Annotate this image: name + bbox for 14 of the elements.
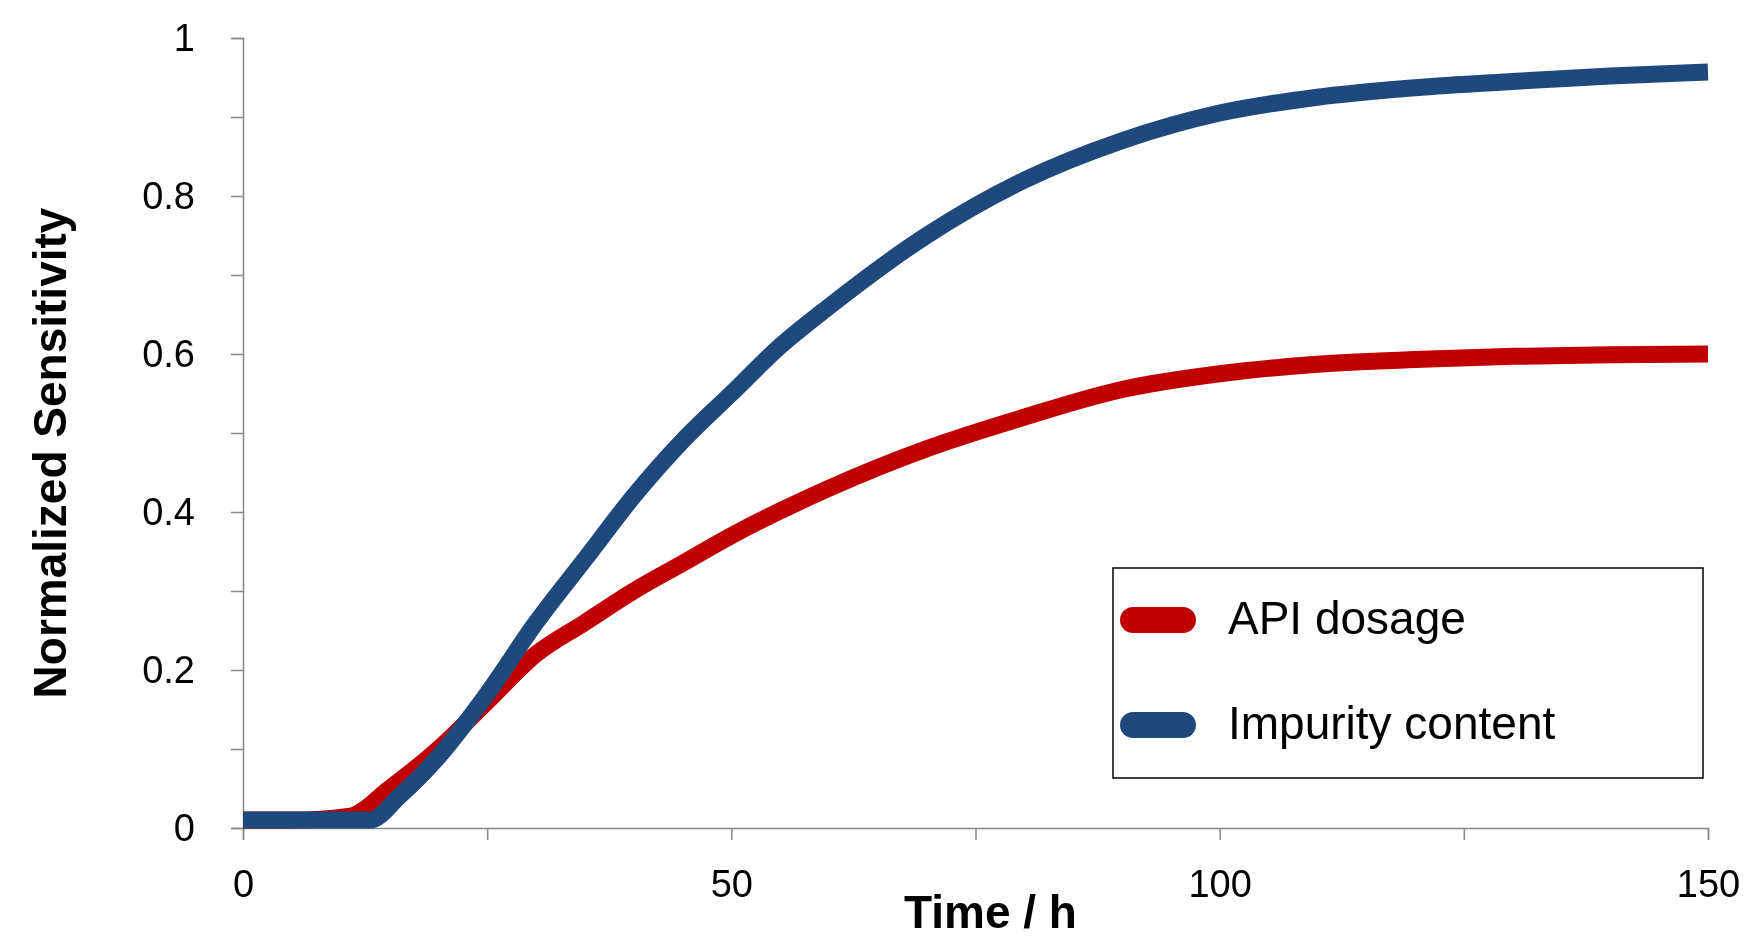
x-tick-label: 150 [1676,862,1741,905]
y-tick-label: 0.2 [142,648,195,691]
legend-label: API dosage [1228,592,1466,644]
y-tick-label: 1 [173,16,195,59]
y-tick-label: 0.6 [142,332,195,375]
x-tick-label: 100 [1188,862,1252,905]
y-tick-label: 0 [173,806,195,849]
x-tick-label: 50 [710,862,753,905]
x-axis-title: Time / h [904,886,1077,938]
y-tick-label: 0.8 [142,174,195,217]
x-tick-label: 0 [232,862,255,905]
y-tick-label: 0.4 [142,490,195,533]
legend-label: Impurity content [1228,697,1556,749]
y-axis-title: Normalized Sensitivity [24,207,76,699]
